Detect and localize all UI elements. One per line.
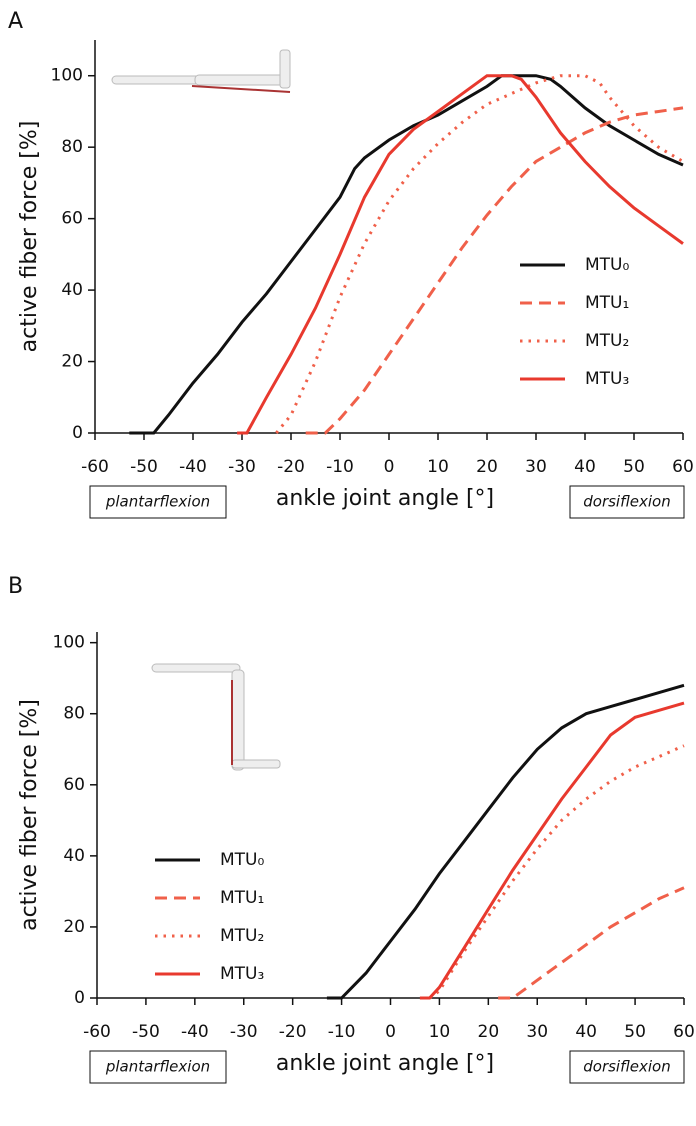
x-tick-label: -50: [130, 457, 158, 477]
x-tick-label: -60: [81, 457, 109, 477]
note-box: [569, 1050, 685, 1084]
series-line: [326, 683, 685, 1000]
left-note: plantarflexion: [105, 493, 210, 511]
legend-label: MTU₂: [220, 926, 264, 946]
series-line: [129, 74, 684, 435]
x-tick-label: 60: [673, 1022, 695, 1042]
legend-label: MTU₂: [585, 331, 629, 351]
x-tick-label: 40: [574, 457, 596, 477]
x-tick-label: -60: [83, 1022, 111, 1042]
x-axis-title: ankle joint angle [°]: [276, 486, 494, 511]
x-tick-label: 20: [476, 457, 498, 477]
x-tick-label: -40: [179, 457, 207, 477]
x-tick-label: -10: [328, 1022, 356, 1042]
left-note: plantarflexion: [105, 1058, 210, 1076]
x-tick-label: 10: [427, 457, 449, 477]
y-tick-label: 100: [53, 633, 85, 653]
x-tick-label: -50: [132, 1022, 160, 1042]
x-tick-label: -20: [277, 457, 305, 477]
x-tick-label: 50: [623, 457, 645, 477]
x-tick-label: 20: [478, 1022, 500, 1042]
x-tick-label: -30: [230, 1022, 258, 1042]
y-tick-label: 60: [61, 209, 83, 229]
series-line: [498, 886, 685, 1000]
x-tick-label: 50: [624, 1022, 646, 1042]
right-note: dorsiflexion: [583, 1058, 671, 1076]
y-tick-label: 20: [63, 917, 85, 937]
y-tick-label: 40: [61, 280, 83, 300]
x-tick-label: 10: [429, 1022, 451, 1042]
note-box: [89, 485, 227, 519]
series-line: [419, 701, 685, 1000]
legend-label: MTU₃: [220, 964, 264, 984]
legend-label: MTU₀: [220, 850, 264, 870]
legend-label: MTU₃: [585, 369, 629, 389]
x-tick-label: -30: [228, 457, 256, 477]
series-line: [305, 106, 684, 435]
bone-illustration: [111, 49, 291, 771]
x-tick-label: 40: [575, 1022, 597, 1042]
y-axis-title: active fiber force [%]: [17, 699, 42, 931]
y-tick-label: 100: [51, 66, 83, 86]
y-tick-label: 80: [63, 704, 85, 724]
legend-label: MTU₁: [220, 888, 264, 908]
note-box: [89, 1050, 227, 1084]
y-tick-label: 40: [63, 846, 85, 866]
x-tick-label: -20: [279, 1022, 307, 1042]
y-axis-title: active fiber force [%]: [17, 121, 42, 353]
x-tick-label: 0: [385, 1022, 396, 1042]
y-tick-label: 60: [63, 775, 85, 795]
panel-label: B: [8, 574, 23, 599]
panel-label: A: [8, 9, 23, 34]
x-tick-label: -40: [181, 1022, 209, 1042]
y-tick-label: 0: [74, 988, 85, 1008]
legend-label: MTU₁: [585, 293, 629, 313]
legend-label: MTU₀: [585, 255, 629, 275]
x-tick-label: 30: [526, 1022, 548, 1042]
x-tick-label: 30: [525, 457, 547, 477]
y-tick-label: 20: [61, 352, 83, 372]
y-tick-label: 80: [61, 137, 83, 157]
x-tick-label: -10: [326, 457, 354, 477]
x-tick-label: 60: [672, 457, 694, 477]
x-tick-label: 0: [384, 457, 395, 477]
note-box: [569, 485, 685, 519]
series-line: [428, 744, 685, 1000]
right-note: dorsiflexion: [583, 493, 671, 511]
x-axis-title: ankle joint angle [°]: [276, 1051, 494, 1076]
y-tick-label: 0: [72, 423, 83, 443]
series-line: [237, 74, 684, 435]
